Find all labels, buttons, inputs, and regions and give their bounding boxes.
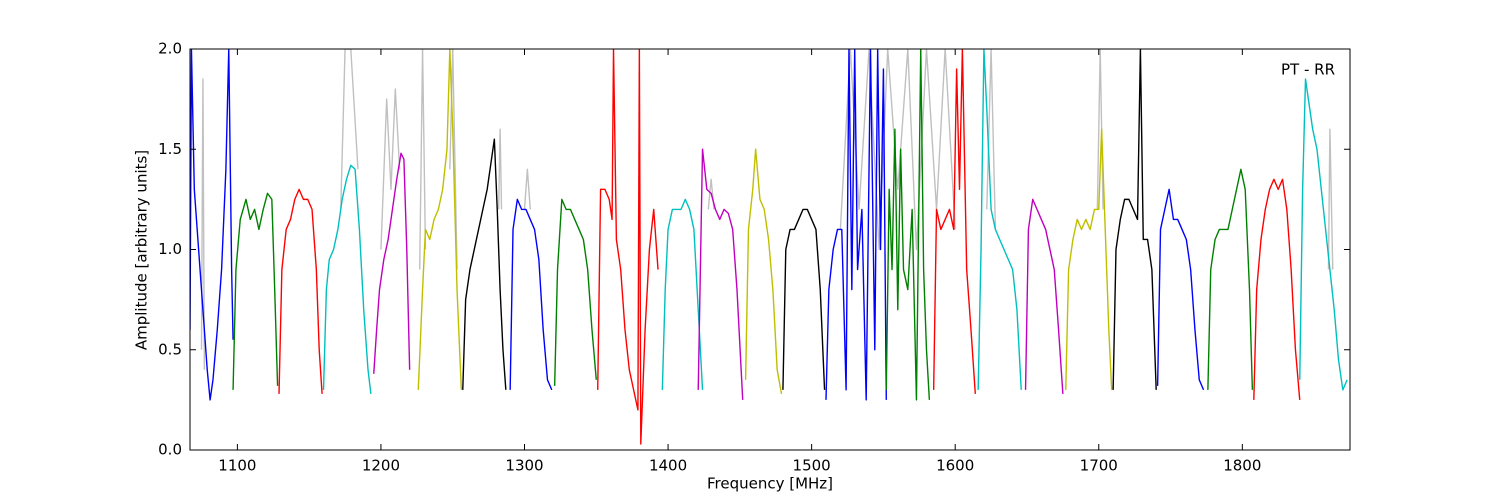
plot-lines [190,49,1348,445]
x-tick-label: 1300 [505,457,543,475]
annotation: PT - RR [1281,61,1335,79]
y-tick-label: 0.5 [158,340,182,358]
x-tick-label: 1200 [362,457,400,475]
series-line [1253,178,1301,400]
series-line [462,138,507,390]
y-tick-label: 2.0 [158,40,182,58]
series-line [322,164,372,394]
y-axis-label: Amplitude [arbitrary units] [133,150,151,350]
series-line [232,192,279,390]
series-line [553,198,597,386]
series-line [373,152,411,374]
x-tick-label: 1400 [649,457,687,475]
x-tick-label: 1100 [218,457,256,475]
series-line [744,148,783,394]
series-line [825,49,887,401]
y-tick-label: 0.0 [158,441,182,459]
series-line [885,49,931,401]
series-line [1065,128,1113,390]
series-line [509,198,553,391]
series-line [1207,168,1254,390]
series-line [200,49,1334,370]
series-line [782,208,826,390]
x-axis-label: Frequency [MHz] [707,475,833,493]
series-line [977,49,1022,390]
series-line [932,49,976,394]
series-line [697,148,744,400]
series-line [278,188,323,394]
y-tick-label: 1.0 [158,240,182,258]
x-tick-label: 1500 [793,457,831,475]
y-tick-label: 1.5 [158,140,182,158]
series-line [1299,78,1348,391]
series-line [1156,188,1205,391]
x-tick-label: 1600 [936,457,974,475]
series-line [1112,49,1157,390]
x-tick-label: 1700 [1080,457,1118,475]
x-tick-label: 1800 [1223,457,1261,475]
series-line [190,49,234,401]
series-line [597,49,659,445]
series-line [417,49,463,390]
series-line [661,198,704,390]
series-line [1024,198,1064,394]
